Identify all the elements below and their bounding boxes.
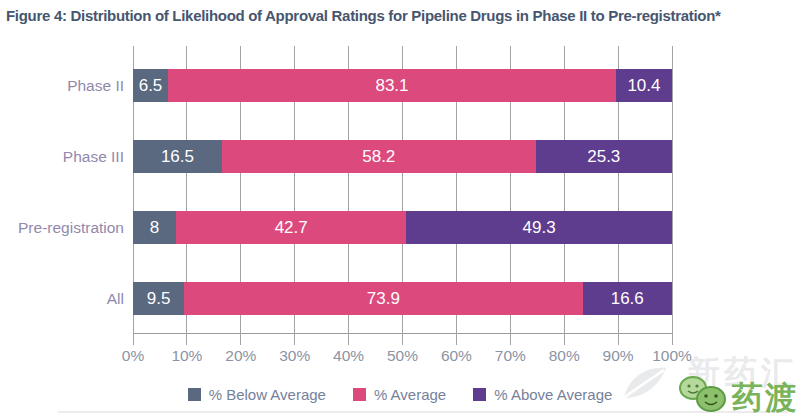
x-axis-tick-label: 90% — [588, 347, 648, 365]
bar-value-label: 16.6 — [611, 289, 644, 309]
plot-area: 6.5 83.1 10.4 16.5 58.2 25.3 8 42.7 49.3 9.5 73.9 1… — [133, 46, 672, 334]
category-label: Phase III — [0, 148, 124, 166]
legend-swatch — [353, 388, 366, 401]
bar-value-label: 8 — [150, 218, 159, 238]
bar-value-label: 58.2 — [362, 147, 395, 167]
category-label: All — [0, 290, 124, 308]
x-axis-tick-label: 50% — [373, 347, 433, 365]
x-axis-tick-label: 20% — [211, 347, 271, 365]
x-axis-tick-label: 10% — [157, 347, 217, 365]
legend-item: % Below Average — [188, 386, 326, 403]
figure-page: Figure 4: Distribution of Likelihood of … — [0, 0, 800, 416]
bar-value-label: 73.9 — [367, 289, 400, 309]
legend-swatch — [473, 388, 486, 401]
bar-value-label: 6.5 — [139, 76, 163, 96]
bar-value-label: 16.5 — [161, 147, 194, 167]
legend-label: % Average — [374, 386, 446, 403]
bar-segment: 49.3 — [406, 211, 672, 244]
bar-segment: 6.5 — [133, 69, 168, 102]
bar-segment: 73.9 — [184, 282, 582, 315]
bar-segment: 16.5 — [133, 140, 222, 173]
bar-row: 8 42.7 49.3 — [133, 211, 672, 244]
legend: % Below Average % Average % Above Average — [0, 386, 800, 403]
bar-value-label: 83.1 — [375, 76, 408, 96]
bar-segment: 9.5 — [133, 282, 184, 315]
bar-value-label: 49.3 — [523, 218, 556, 238]
x-axis-tick-label: 60% — [426, 347, 486, 365]
bar-segment: 42.7 — [176, 211, 406, 244]
bar-row: 6.5 83.1 10.4 — [133, 69, 672, 102]
bar-segment: 25.3 — [536, 140, 672, 173]
x-axis-tick-label: 0% — [103, 347, 163, 365]
legend-item: % Above Average — [473, 386, 612, 403]
bar-segment: 58.2 — [222, 140, 536, 173]
bar-segment: 83.1 — [168, 69, 616, 102]
chart-title: Figure 4: Distribution of Likelihood of … — [6, 7, 721, 24]
bar-value-label: 42.7 — [275, 218, 308, 238]
bar-value-label: 25.3 — [587, 147, 620, 167]
x-axis-tick-label: 30% — [265, 347, 325, 365]
bottom-divider — [58, 411, 788, 413]
legend-label: % Above Average — [494, 386, 612, 403]
x-axis-tick-label: 70% — [480, 347, 540, 365]
bar-row: 9.5 73.9 16.6 — [133, 282, 672, 315]
bar-value-label: 9.5 — [147, 289, 171, 309]
legend-label: % Below Average — [209, 386, 326, 403]
x-axis-tick-label: 80% — [534, 347, 594, 365]
bar-segment: 16.6 — [583, 282, 672, 315]
category-label: Pre-registration — [0, 219, 124, 237]
x-axis-tick-label: 100% — [642, 347, 702, 365]
category-label: Phase II — [0, 77, 124, 95]
bar-segment: 10.4 — [616, 69, 672, 102]
bar-segment: 8 — [133, 211, 176, 244]
legend-swatch — [188, 388, 201, 401]
x-axis-tick-label: 40% — [319, 347, 379, 365]
bar-value-label: 10.4 — [627, 76, 660, 96]
bar-row: 16.5 58.2 25.3 — [133, 140, 672, 173]
legend-item: % Average — [353, 386, 446, 403]
